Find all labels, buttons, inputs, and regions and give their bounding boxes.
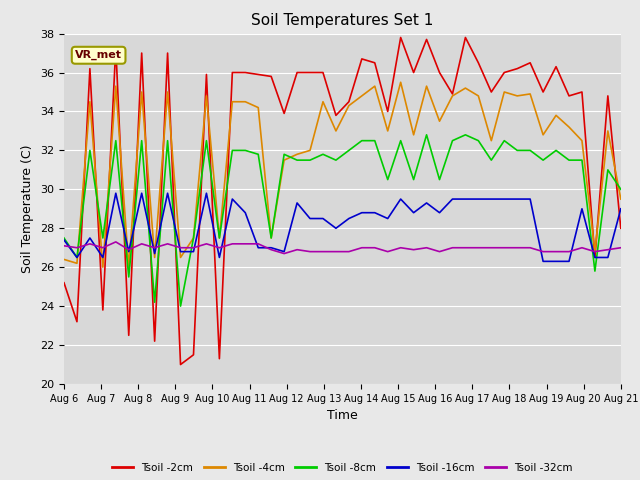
X-axis label: Time: Time	[327, 409, 358, 422]
Title: Soil Temperatures Set 1: Soil Temperatures Set 1	[252, 13, 433, 28]
Text: VR_met: VR_met	[75, 50, 122, 60]
Legend: Tsoil -2cm, Tsoil -4cm, Tsoil -8cm, Tsoil -16cm, Tsoil -32cm: Tsoil -2cm, Tsoil -4cm, Tsoil -8cm, Tsoi…	[108, 458, 577, 477]
Y-axis label: Soil Temperature (C): Soil Temperature (C)	[22, 144, 35, 273]
